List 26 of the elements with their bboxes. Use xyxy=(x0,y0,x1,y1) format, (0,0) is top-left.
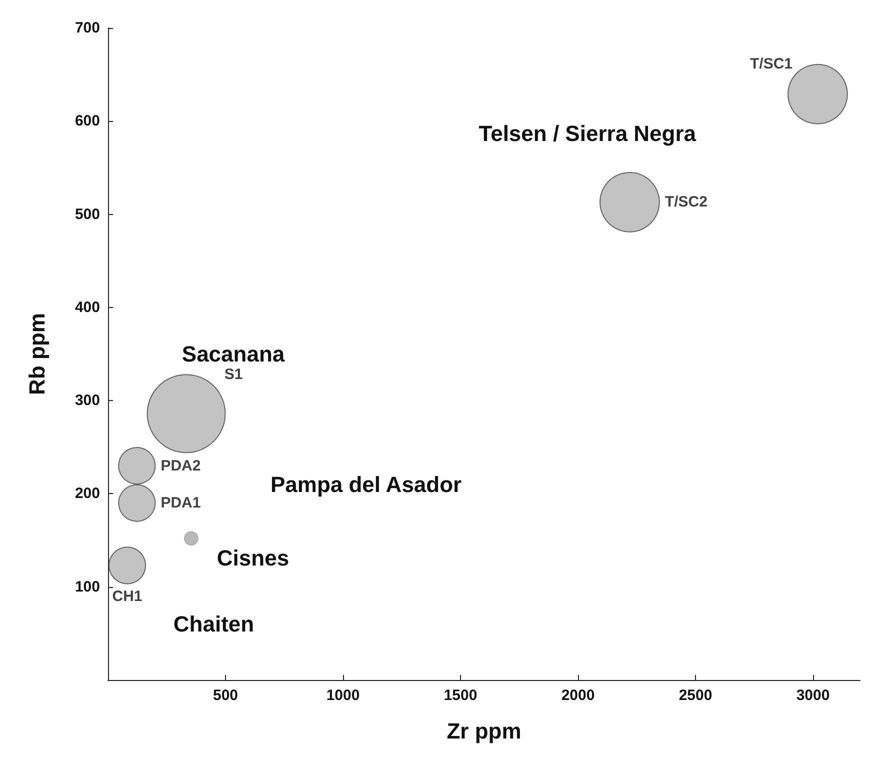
x-tick-label: 500 xyxy=(212,687,238,704)
series-label: T/SC1 xyxy=(750,56,792,73)
y-tick-label: 200 xyxy=(74,485,100,502)
y-tick-label: 300 xyxy=(74,392,100,410)
y-tick-label: 400 xyxy=(74,298,100,316)
y-tick-label: 600 xyxy=(74,112,100,130)
x-tick-label: 2500 xyxy=(678,687,712,704)
annotation: Telsen / Sierra Negra xyxy=(478,120,697,146)
annotation: Pampa del Asador xyxy=(270,472,462,497)
series-label: PDA2 xyxy=(160,457,201,474)
y-tick-label: 700 xyxy=(74,20,100,36)
series-label: T/SC2 xyxy=(664,194,708,211)
y-tick-label: 100 xyxy=(74,578,100,596)
y-tick-label: 500 xyxy=(74,206,100,223)
series-label: PDA1 xyxy=(160,494,201,512)
x-tick-label: 1500 xyxy=(444,687,478,704)
annotation: Cisnes xyxy=(216,545,290,570)
series-label: CH1 xyxy=(112,588,142,606)
x-tick-label: 2000 xyxy=(561,687,595,704)
x-axis-title: Zr ppm xyxy=(446,718,522,744)
x-tick-label: 1000 xyxy=(326,687,360,704)
x-tick-label: 3000 xyxy=(796,687,830,704)
series-label: S1 xyxy=(224,366,243,384)
annotation: Sacanana xyxy=(182,342,286,366)
annotation: Chaiten xyxy=(173,612,254,637)
y-axis-title: Rb ppm xyxy=(24,313,50,395)
